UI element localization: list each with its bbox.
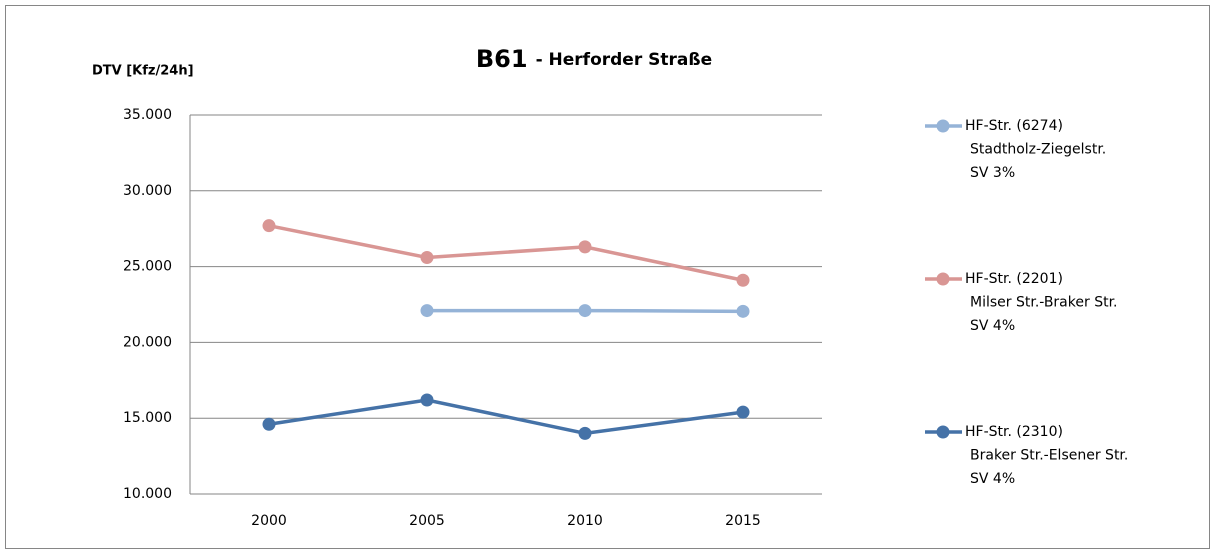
x-tick-label: 2010 — [567, 513, 603, 529]
point — [262, 417, 276, 431]
legend-label: SV 3% — [970, 165, 1015, 181]
legend-label: Braker Str.-Elsener Str. — [970, 448, 1128, 464]
y-tick-label: 15.000 — [123, 410, 172, 426]
chart-title: B61 - Herforder Straße — [476, 45, 712, 73]
title-sub: - Herforder Straße — [536, 50, 713, 70]
point — [578, 240, 592, 254]
series-line — [268, 223, 744, 282]
point — [578, 304, 592, 318]
point — [420, 393, 434, 407]
legend-label: SV 4% — [970, 471, 1015, 487]
point — [736, 304, 750, 318]
legend-marker — [936, 272, 950, 286]
x-tick-label: 2015 — [725, 513, 761, 529]
legend-label: SV 4% — [970, 318, 1015, 334]
point — [578, 426, 592, 440]
legend-marker — [936, 119, 950, 133]
y-tick-label: 25.000 — [123, 259, 172, 275]
legend-label: Stadtholz-Ziegelstr. — [970, 142, 1106, 158]
legend-label: HF-Str. (6274) — [965, 118, 1063, 134]
legend-label: HF-Str. (2201) — [965, 271, 1063, 287]
point — [262, 219, 276, 233]
legend-marker — [936, 425, 950, 439]
series-line — [268, 398, 744, 436]
point — [736, 405, 750, 419]
y-axis-label: DTV [Kfz/24h] — [92, 64, 194, 79]
point — [420, 304, 434, 318]
chart-border — [5, 5, 1210, 549]
point — [420, 251, 434, 265]
x-tick-label: 2000 — [251, 513, 287, 529]
y-tick-label: 30.000 — [123, 183, 172, 199]
point — [736, 273, 750, 287]
y-tick-label: 10.000 — [123, 486, 172, 502]
x-tick-label: 2005 — [409, 513, 445, 529]
legend-label: HF-Str. (2310) — [965, 424, 1063, 440]
y-tick-label: 20.000 — [123, 334, 172, 350]
title-main: B61 — [476, 45, 528, 73]
y-tick-label: 35.000 — [123, 107, 172, 123]
legend-label: Milser Str.-Braker Str. — [970, 295, 1118, 311]
